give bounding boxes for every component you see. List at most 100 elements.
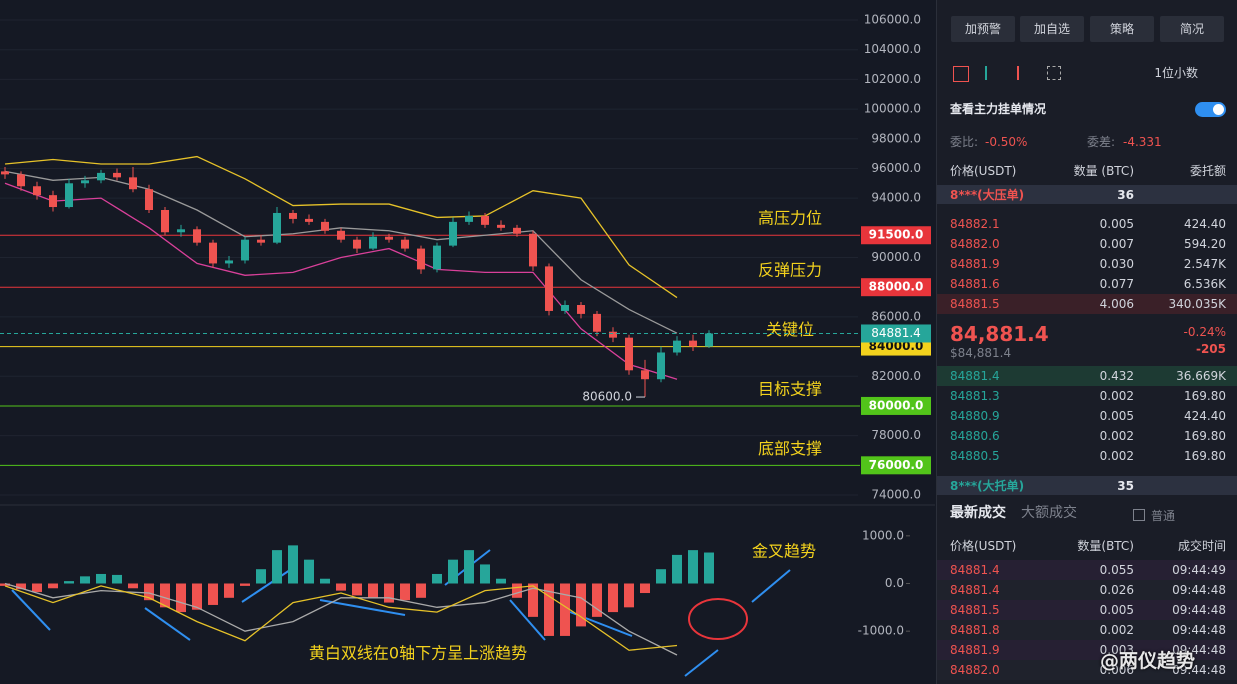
level-tag-label: 76000.0: [869, 458, 924, 472]
y-tick-label: 86000.0: [871, 309, 921, 323]
y-tick-label: 82000.0: [871, 369, 921, 383]
toolbar-icon[interactable]: [1017, 66, 1033, 80]
current-price-label: 84881.4: [871, 326, 921, 340]
arrow: [684, 649, 719, 677]
cell: 0.002: [1099, 429, 1134, 443]
arrow: [11, 589, 51, 631]
annotation: 金叉趋势: [752, 542, 816, 561]
watermark: @两仪趋势: [1100, 650, 1196, 672]
cell: 84881.6: [950, 277, 1000, 291]
cell: 4.006: [1099, 297, 1134, 311]
arrow: [144, 607, 191, 641]
candle-body: [401, 239, 409, 249]
candle-body: [529, 233, 537, 267]
big-bid-bar: [937, 476, 1237, 495]
candle-body: [641, 370, 649, 380]
depth-link[interactable]: 查看主力挂单情况: [950, 102, 1047, 116]
cell: 0.432: [1099, 369, 1134, 383]
y-tick-label: 104000.0: [864, 42, 921, 56]
level-name: 反弹压力: [758, 261, 822, 280]
level-tag-label: 91500.0: [869, 228, 924, 242]
candle-body: [289, 212, 297, 219]
cell: 424.40: [1184, 217, 1226, 231]
tab[interactable]: 大额成交: [1021, 505, 1077, 521]
macd-bar: [304, 559, 314, 584]
big-bid-qty: 35: [1117, 479, 1134, 493]
cell: 84880.6: [950, 429, 1000, 443]
cell: 84881.3: [950, 389, 1000, 403]
candle-body: [241, 239, 249, 261]
cell: 84882.0: [950, 237, 1000, 251]
cell: 84882.1: [950, 217, 1000, 231]
big-bid: 8***(大托单): [950, 479, 1025, 493]
toggle[interactable]: [1195, 102, 1226, 117]
macd-bar: [416, 583, 426, 598]
level-tag-label: 84000.0: [869, 339, 924, 353]
cell: 0.026: [1099, 583, 1134, 597]
arrow: [509, 599, 546, 641]
candle-body: [177, 229, 185, 233]
annotation: 黄白双线在0轴下方呈上涨趋势: [309, 644, 527, 663]
macd-bar: [176, 583, 186, 613]
row-bg: [937, 294, 1237, 314]
cell: 09:44:49: [1172, 563, 1226, 577]
candle-body: [113, 172, 121, 178]
macd-bar: [480, 564, 490, 584]
level-tag: [861, 456, 931, 475]
button[interactable]: 加自选: [1020, 16, 1084, 42]
row-bg: [937, 640, 1237, 660]
candle-body: [1, 171, 9, 175]
macd-bar: [16, 583, 26, 590]
button[interactable]: 简况: [1160, 16, 1224, 42]
diff: -4.331: [1123, 135, 1162, 149]
cell: 84881.4: [950, 369, 1000, 383]
toolbar-icon[interactable]: [985, 66, 1001, 80]
macd-bar: [208, 583, 218, 605]
y-tick-label: 96000.0: [871, 161, 921, 175]
highlight-circle: [688, 598, 748, 640]
cell: 09:44:48: [1172, 583, 1226, 597]
toolbar-icon[interactable]: [1047, 66, 1061, 80]
tab[interactable]: 最新成交: [950, 505, 1006, 521]
candle-body: [273, 212, 281, 243]
macd-bar: [64, 581, 74, 584]
candle-body: [337, 230, 345, 240]
arrow: [751, 569, 791, 603]
macd-bar: [352, 583, 362, 596]
candle-body: [305, 218, 313, 222]
cell: 0.055: [1099, 563, 1134, 577]
low-label: 80600.0: [582, 390, 632, 404]
cell: 09:44:48: [1172, 623, 1226, 637]
level-tag-label: 88000.0: [869, 280, 924, 294]
button[interactable]: 加预警: [951, 16, 1015, 42]
button[interactable]: 策略: [1090, 16, 1154, 42]
macd-bar: [704, 552, 714, 584]
cell: 6.536K: [1183, 277, 1226, 291]
candle-body: [33, 186, 41, 196]
arrow: [319, 599, 406, 616]
cell: 84881.9: [950, 257, 1000, 271]
macd-bar: [0, 583, 10, 586]
cell: 0.002: [1099, 389, 1134, 403]
y-tick-label: 78000.0: [871, 428, 921, 442]
macd-bar: [512, 583, 522, 598]
cell: 0.006: [1099, 663, 1134, 677]
candle-body: [577, 305, 585, 314]
macd-tick-label: 1000.0: [862, 528, 904, 542]
candle-body: [433, 245, 441, 270]
row-bg: [937, 620, 1237, 640]
macd-bar: [608, 583, 618, 613]
precision[interactable]: 1位小数: [1154, 66, 1198, 80]
chart: 106000.0 104000.0 102000.0 100000.0 98000.0 9…: [0, 13, 935, 677]
order-panel: 加预警 加自选 策略 简况 1位小数 查看主力挂单情况 委比: -0.50% 委差: -4.331…: [936, 0, 1237, 684]
macd-bar: [672, 554, 682, 584]
macd-bar: [240, 583, 250, 586]
candle-body: [321, 221, 329, 231]
macd-bar: [544, 583, 554, 636]
candle-body: [369, 236, 377, 249]
last-usd: $84,881.4: [950, 346, 1012, 360]
macd-bar: [624, 583, 634, 608]
normal[interactable]: 普通: [1151, 509, 1176, 523]
candle-body: [545, 266, 553, 311]
toolbar-icon[interactable]: [953, 66, 969, 82]
